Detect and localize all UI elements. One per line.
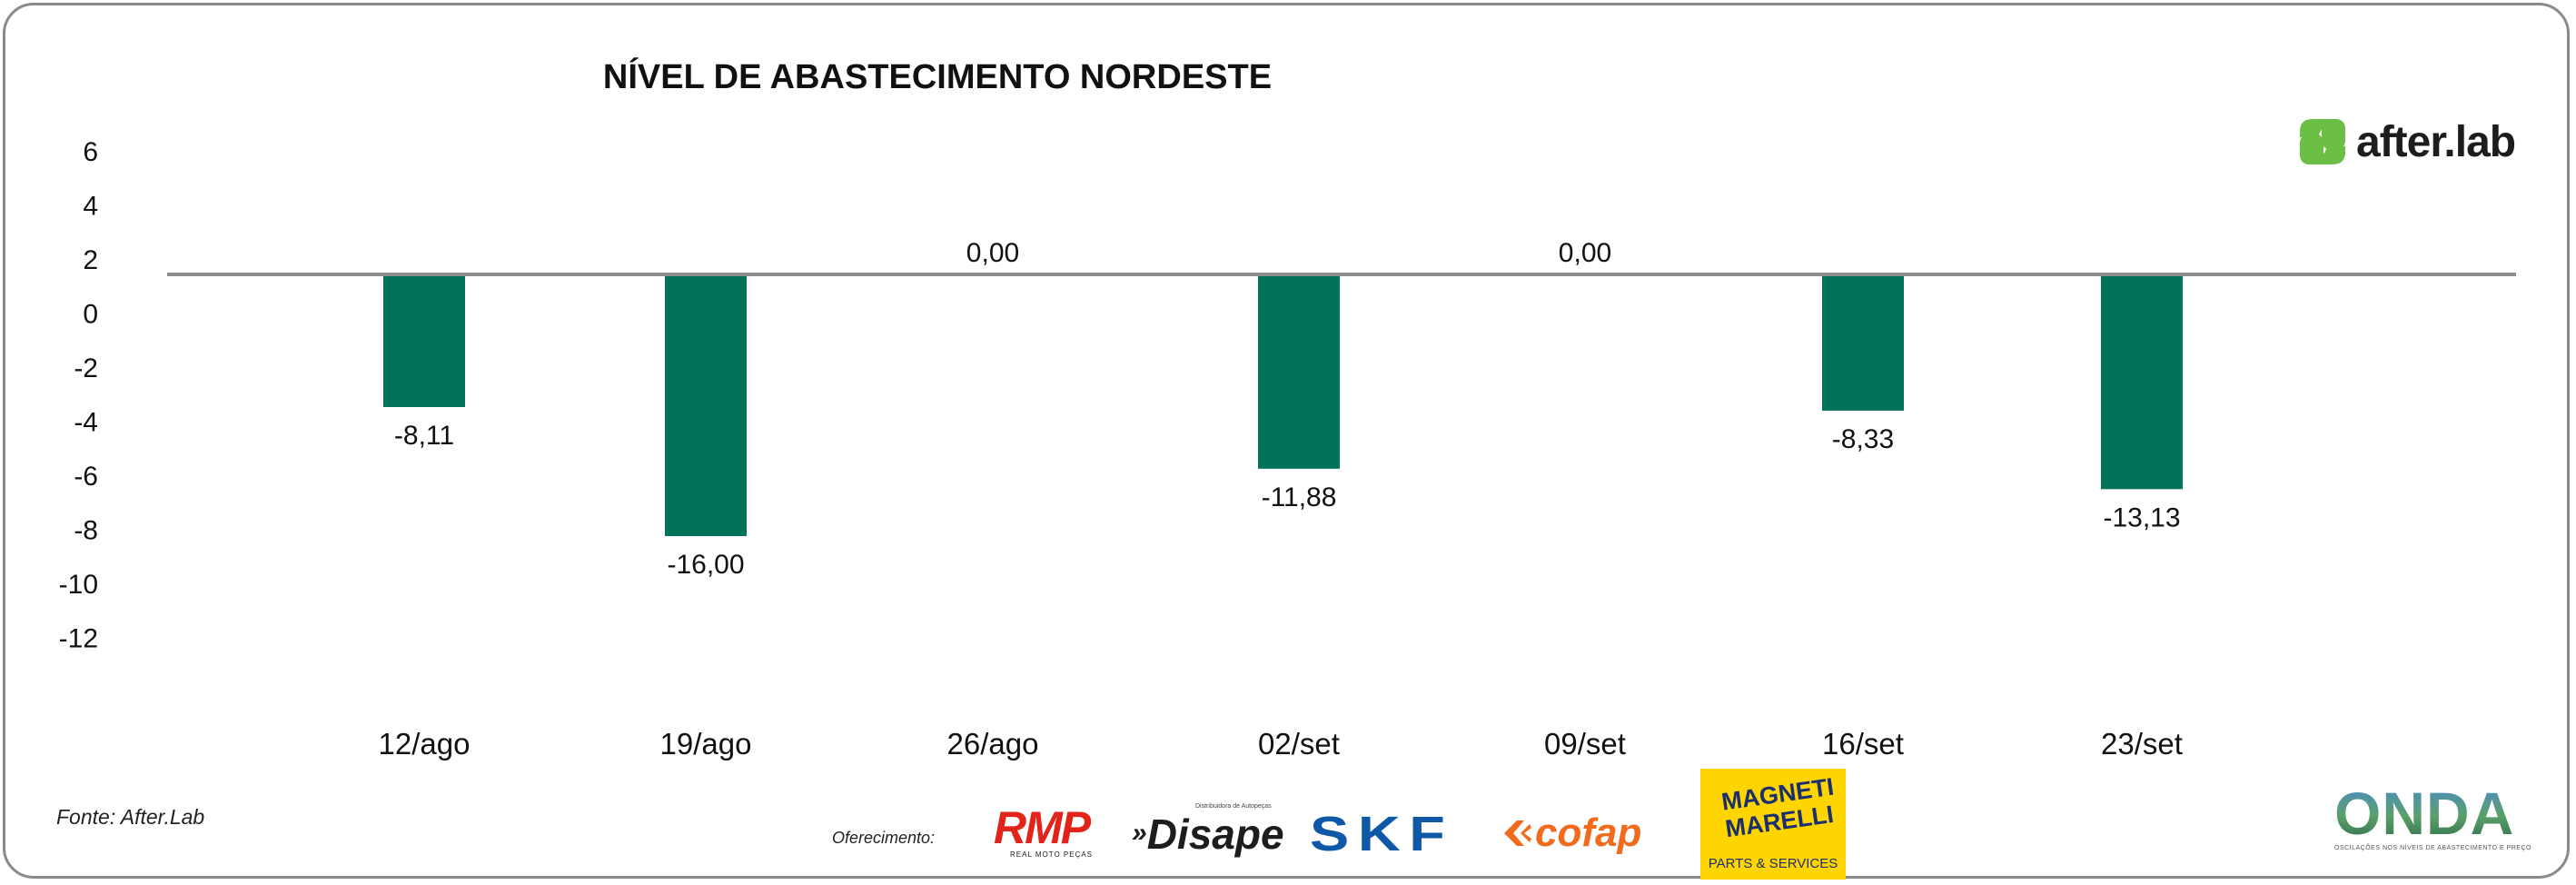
x-tick-label: 16/set <box>1822 727 1904 761</box>
bar-16/set <box>1822 274 1904 411</box>
after-lab-mark-icon <box>2294 115 2351 168</box>
y-tick-label: 4 <box>83 192 98 222</box>
cofap-logo: cofap <box>1501 810 1641 856</box>
after-lab-logo: after.lab <box>2294 114 2516 169</box>
rmp-logo: RMP REAL MOTO PEÇAS <box>994 802 1094 859</box>
bar-23/set <box>2101 274 2183 490</box>
onda-logo: ONDA OSCILAÇÕES NOS NÍVEIS DE ABASTECIME… <box>2334 780 2531 851</box>
y-tick-label: -4 <box>74 408 98 438</box>
x-tick-label: 02/set <box>1258 727 1340 761</box>
y-tick-label: 6 <box>83 137 98 167</box>
x-tick-label: 12/ago <box>379 727 471 761</box>
x-tick-label: 19/ago <box>660 727 752 761</box>
y-tick-label: 0 <box>83 300 98 330</box>
value-label: -16,00 <box>667 550 744 580</box>
x-tick-label: 23/set <box>2101 727 2183 761</box>
x-tick-label: 26/ago <box>947 727 1039 761</box>
bar-12/ago <box>383 274 465 407</box>
value-label: -8,33 <box>1832 424 1894 454</box>
bar-19/ago <box>665 274 747 536</box>
value-label: 0,00 <box>1559 238 1611 268</box>
y-tick-label: -8 <box>74 516 98 546</box>
source-note: Fonte: After.Lab <box>56 805 205 829</box>
y-tick-label: -12 <box>59 624 98 654</box>
y-tick-label: -6 <box>74 462 98 492</box>
value-label: -11,88 <box>1262 482 1337 512</box>
y-tick-label: -10 <box>59 570 98 600</box>
y-tick-label: -2 <box>74 353 98 383</box>
chart-title: NÍVEL DE ABASTECIMENTO NORDESTE <box>602 58 1273 96</box>
value-label: -13,13 <box>2103 502 2180 532</box>
y-tick-label: 2 <box>83 245 98 275</box>
x-tick-label: 09/set <box>1544 727 1626 761</box>
value-label: -8,11 <box>394 421 454 451</box>
value-label: 0,00 <box>966 238 1019 268</box>
after-lab-wordmark: after.lab <box>2356 117 2516 166</box>
skf-logo: SKF <box>1310 807 1454 861</box>
cofap-mark-icon <box>1504 820 1531 846</box>
offer-label: Oferecimento: <box>832 829 936 847</box>
disape-logo: Distribuidora de Autopeças »Disape <box>1132 803 1284 858</box>
magneti-marelli-logo: MAGNETI MARELLI PARTS & SERVICES <box>1700 769 1846 880</box>
bar-02/set <box>1258 274 1340 469</box>
